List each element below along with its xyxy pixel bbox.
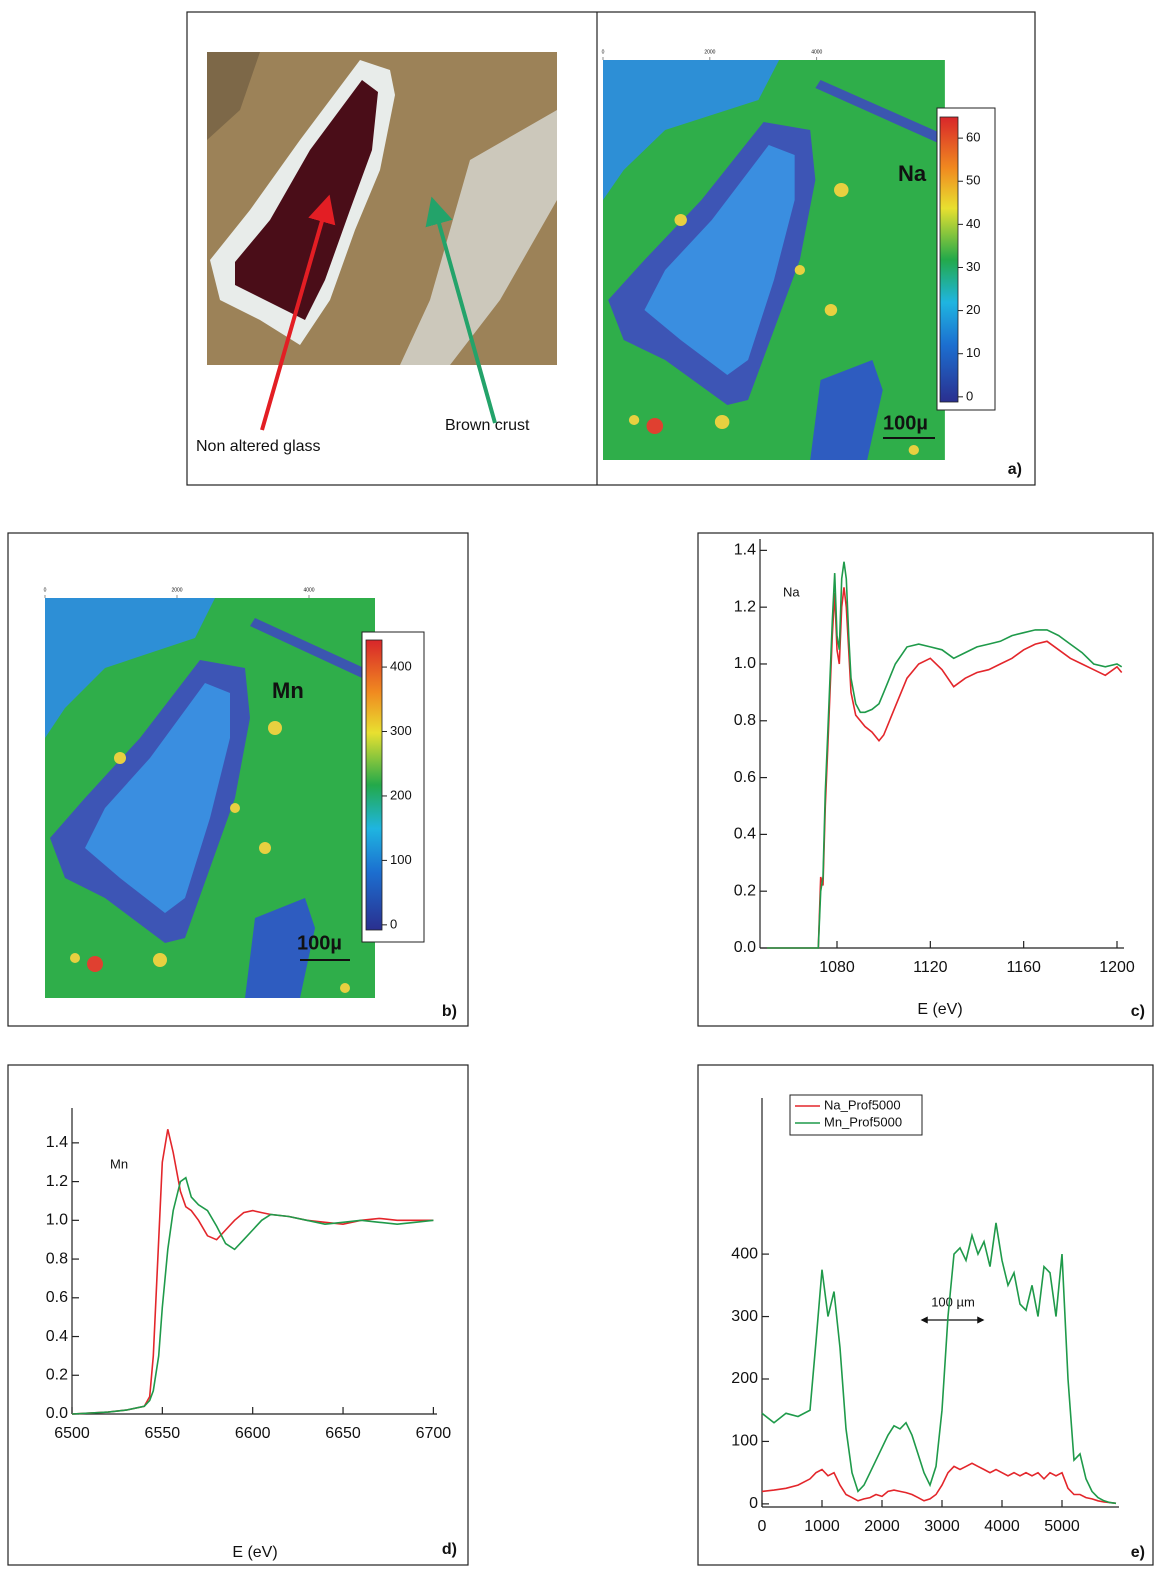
colorbar: [365, 639, 383, 931]
annotation: Mn: [110, 1156, 128, 1171]
panel-label: e): [1131, 1544, 1145, 1561]
y-tick-label: 0.2: [46, 1366, 68, 1383]
x-tick-label: 6650: [325, 1425, 361, 1442]
y-tick-label: 0: [749, 1495, 758, 1512]
panel-frame: [186, 11, 1036, 486]
annotation: 100 µm: [931, 1294, 975, 1309]
map-image: [603, 60, 945, 460]
x-tick-label: 6500: [54, 1425, 90, 1442]
y-tick-label: 0.4: [46, 1328, 68, 1345]
y-tick-label: 0.0: [46, 1405, 68, 1422]
panel-label: b): [442, 1003, 457, 1020]
colorbar-tick-label: 0: [390, 916, 397, 931]
panel-frame: [697, 532, 1154, 1027]
colorbar-tick-label: 0: [966, 388, 973, 403]
x-tick-label: 4000: [811, 49, 822, 55]
annotation: Na: [783, 584, 800, 599]
y-tick-label: 1.2: [734, 598, 756, 615]
scale-label: 100µ: [297, 932, 342, 954]
x-tick-label: 2000: [864, 1518, 900, 1535]
x-tick-label: 1160: [1006, 959, 1041, 976]
colorbar-tick-label: 40: [966, 216, 980, 231]
legend-box: [789, 1094, 923, 1136]
x-tick-label: 5000: [1044, 1518, 1080, 1535]
x-tick-label: 1200: [1099, 959, 1135, 976]
y-tick-label: 0.0: [734, 939, 756, 956]
x-tick-label: 1120: [913, 959, 948, 976]
colorbar-tick-label: 100: [390, 852, 412, 867]
colorbar-tick-label: 60: [966, 130, 980, 145]
line-series: [71, 1129, 434, 1415]
colorbar-tick-label: 200: [390, 787, 412, 802]
x-tick-label: 2000: [704, 49, 715, 55]
line-series: [761, 1462, 1117, 1505]
line-series: [767, 561, 1123, 949]
y-tick-label: 0.2: [734, 882, 756, 899]
y-tick-label: 200: [731, 1370, 758, 1387]
y-tick-label: 300: [731, 1308, 758, 1325]
x-tick-label: 3000: [924, 1518, 960, 1535]
line-series: [761, 1222, 1117, 1505]
panel-label: d): [442, 1541, 457, 1558]
x-tick-label: 0: [602, 49, 605, 55]
colorbar: [939, 116, 959, 403]
element-label: Na: [898, 161, 927, 186]
y-tick-label: 400: [731, 1245, 758, 1262]
legend-label: Mn_Prof5000: [824, 1114, 902, 1129]
y-tick-label: 0.4: [734, 826, 756, 843]
photo: [207, 52, 557, 431]
colorbar-tick-label: 300: [390, 723, 412, 738]
x-tick-label: 0: [44, 587, 47, 593]
panel-frame: [7, 532, 469, 1027]
y-tick-label: 0.6: [734, 769, 756, 786]
y-tick-label: 1.4: [734, 542, 756, 559]
line-series: [71, 1176, 434, 1415]
y-tick-label: 1.0: [734, 655, 756, 672]
x-axis-title: E (eV): [232, 1544, 277, 1561]
y-tick-label: 0.8: [734, 712, 756, 729]
panel-frame: [7, 1064, 469, 1566]
x-tick-label: 6550: [145, 1425, 181, 1442]
x-tick-label: 0: [758, 1518, 767, 1535]
colorbar-tick-label: 400: [390, 659, 412, 674]
x-tick-label: 4000: [303, 587, 314, 593]
x-tick-label: 2000: [171, 587, 182, 593]
colorbar-tick-label: 10: [966, 345, 980, 360]
x-tick-label: 1080: [819, 959, 855, 976]
y-tick-label: 0.6: [46, 1289, 68, 1306]
x-axis-title: E (eV): [917, 1001, 962, 1018]
y-tick-label: 0.8: [46, 1250, 68, 1267]
x-tick-label: 6600: [235, 1425, 271, 1442]
x-tick-label: 1000: [804, 1518, 840, 1535]
x-tick-label: 6700: [416, 1425, 452, 1442]
y-tick-label: 1.2: [46, 1173, 68, 1190]
x-tick-label: 4000: [984, 1518, 1020, 1535]
annotation: Brown crust: [445, 417, 530, 434]
y-tick-label: 1.4: [46, 1134, 68, 1151]
y-tick-label: 100: [731, 1433, 758, 1450]
colorbar-tick-label: 30: [966, 259, 980, 274]
panel-label: a): [1008, 461, 1022, 478]
scale-label: 100µ: [883, 412, 928, 434]
panel-label: c): [1131, 1003, 1145, 1020]
element-label: Mn: [272, 678, 304, 703]
legend-label: Na_Prof5000: [824, 1097, 901, 1112]
annotation: Non altered glass: [196, 438, 321, 455]
panel-frame: [697, 1064, 1154, 1566]
colorbar-tick-label: 20: [966, 302, 980, 317]
y-tick-label: 1.0: [46, 1212, 68, 1229]
colorbar-tick-label: 50: [966, 173, 980, 188]
